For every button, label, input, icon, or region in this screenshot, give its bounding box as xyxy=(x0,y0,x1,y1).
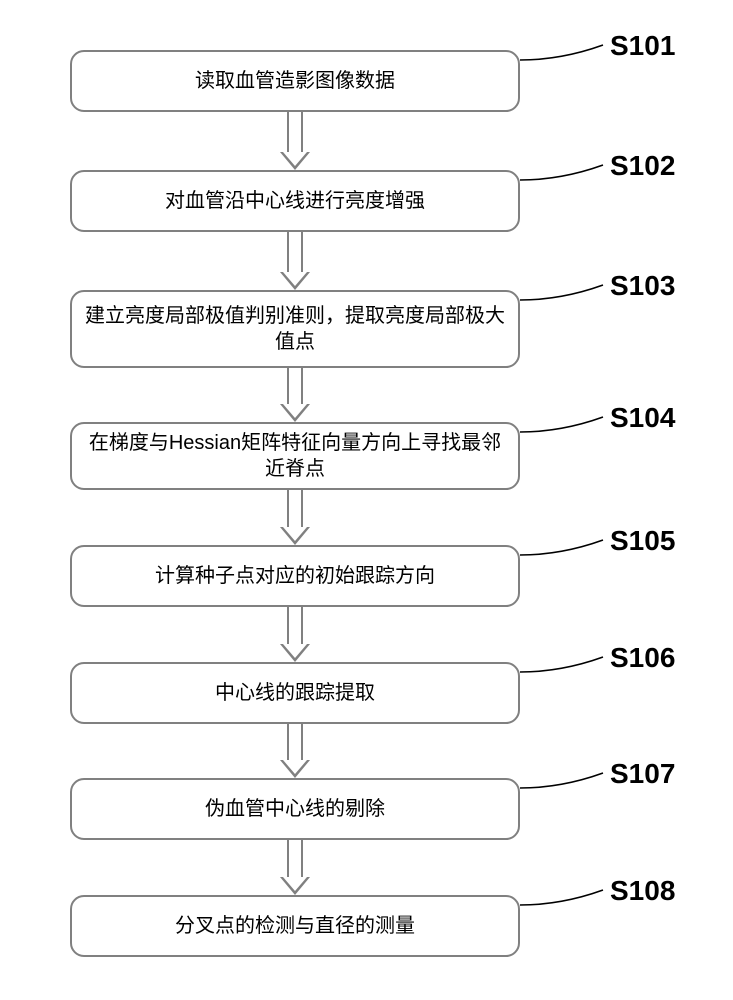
flow-arrow-4 xyxy=(280,607,310,662)
flow-step-S108: 分叉点的检测与直径的测量 xyxy=(70,895,520,957)
flow-arrow-5 xyxy=(280,724,310,778)
flow-step-text: 在梯度与Hessian矩阵特征向量方向上寻找最邻近脊点 xyxy=(80,430,510,482)
flow-step-S103: 建立亮度局部极值判别准则，提取亮度局部极大值点 xyxy=(70,290,520,368)
flowchart-canvas: 读取血管造影图像数据 S101 对血管沿中心线进行亮度增强 S102 建立亮度局部极值判… xyxy=(0,0,733,1000)
flow-step-S107: 伪血管中心线的剔除 xyxy=(70,778,520,840)
flow-step-text: 伪血管中心线的剔除 xyxy=(205,796,385,822)
flow-step-text: 对血管沿中心线进行亮度增强 xyxy=(165,188,425,214)
flow-step-text: 分叉点的检测与直径的测量 xyxy=(175,913,415,939)
flow-step-text: 中心线的跟踪提取 xyxy=(215,680,375,706)
flow-step-S106: 中心线的跟踪提取 xyxy=(70,662,520,724)
flow-step-label-S107: S107 xyxy=(610,758,675,790)
flow-step-S104: 在梯度与Hessian矩阵特征向量方向上寻找最邻近脊点 xyxy=(70,422,520,490)
flow-step-S101: 读取血管造影图像数据 xyxy=(70,50,520,112)
flow-step-text: 读取血管造影图像数据 xyxy=(195,68,395,94)
flow-step-text: 建立亮度局部极值判别准则，提取亮度局部极大值点 xyxy=(80,303,510,355)
flow-arrow-1 xyxy=(280,232,310,290)
flow-step-label-S102: S102 xyxy=(610,150,675,182)
flow-arrow-2 xyxy=(280,368,310,422)
flow-step-label-S104: S104 xyxy=(610,402,675,434)
flow-arrow-3 xyxy=(280,490,310,545)
flow-step-text: 计算种子点对应的初始跟踪方向 xyxy=(155,563,435,589)
flow-step-label-S106: S106 xyxy=(610,642,675,674)
flow-step-label-S108: S108 xyxy=(610,875,675,907)
flow-arrow-0 xyxy=(280,112,310,170)
flow-step-S105: 计算种子点对应的初始跟踪方向 xyxy=(70,545,520,607)
flow-step-label-S105: S105 xyxy=(610,525,675,557)
flow-arrow-6 xyxy=(280,840,310,895)
flow-step-S102: 对血管沿中心线进行亮度增强 xyxy=(70,170,520,232)
flow-step-label-S103: S103 xyxy=(610,270,675,302)
flow-step-label-S101: S101 xyxy=(610,30,675,62)
